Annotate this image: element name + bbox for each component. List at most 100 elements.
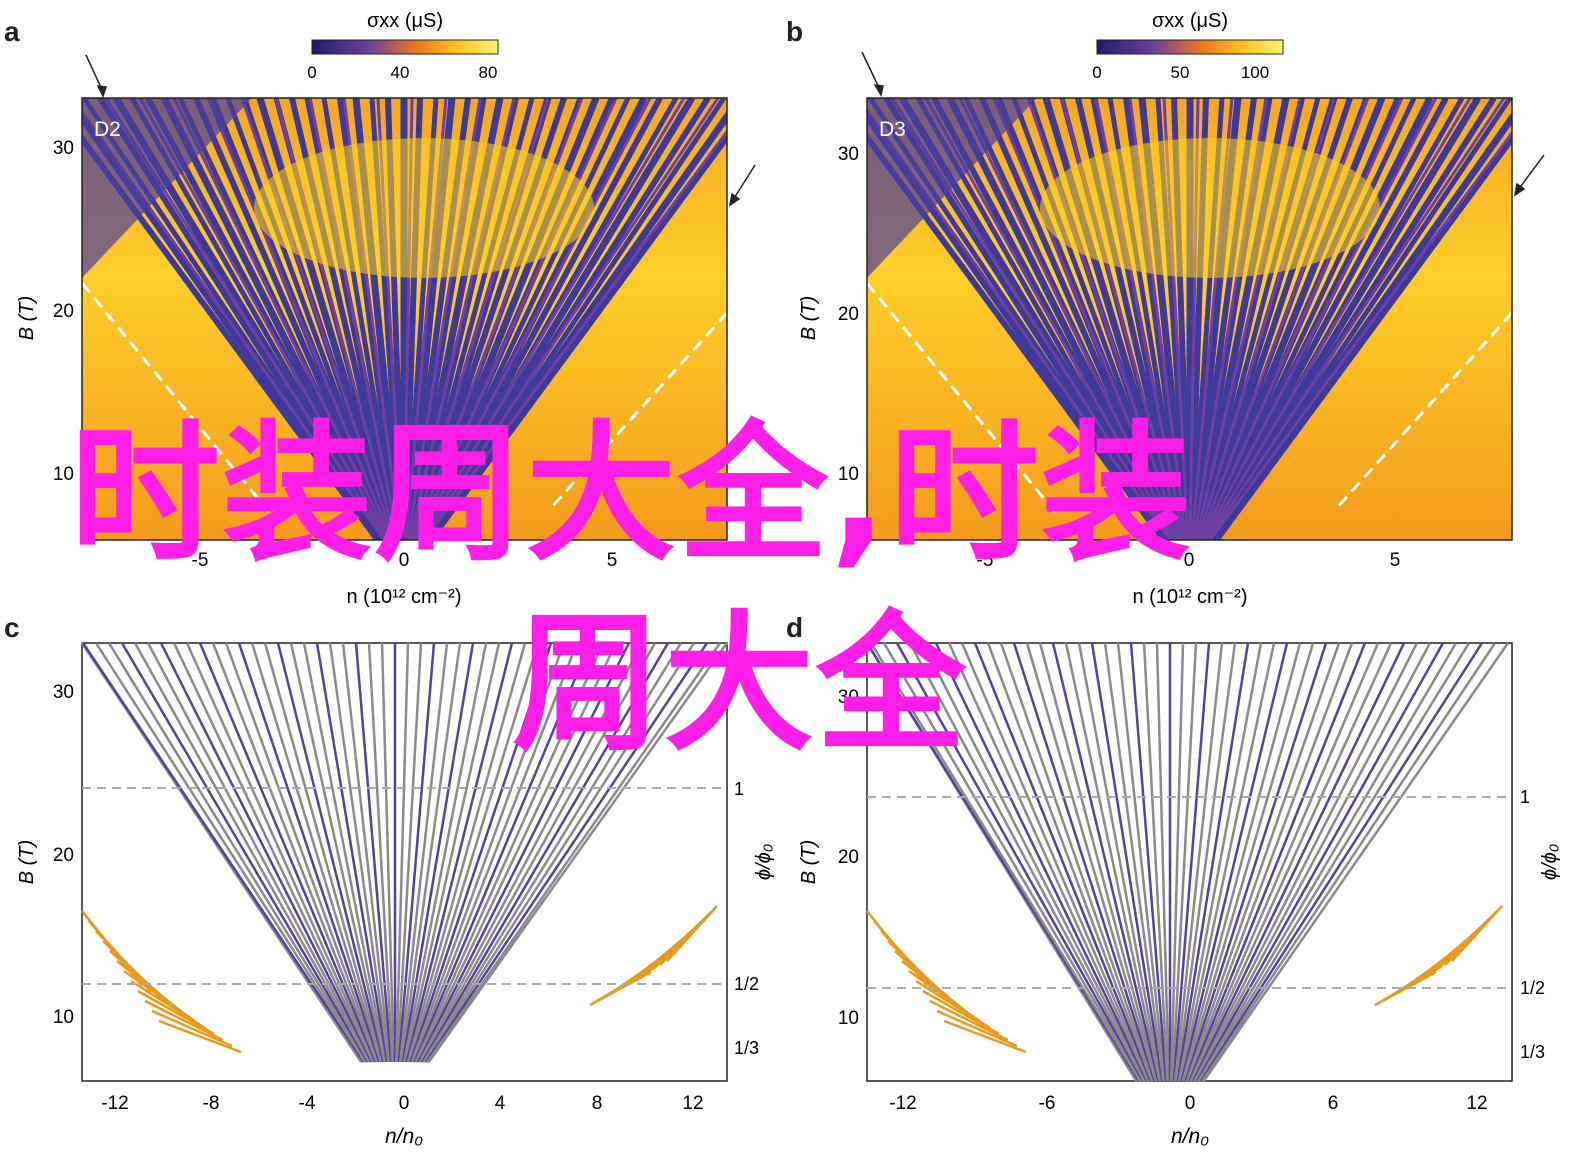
fan-line <box>398 642 449 1063</box>
panel-d-xtick-0: 0 <box>1185 1093 1196 1114</box>
panel-c-ylabel: B (T) <box>16 840 38 884</box>
fan-line <box>276 642 385 1063</box>
fan-line <box>159 642 373 1063</box>
panel-c-ytick-10: 10 <box>53 1007 74 1028</box>
fan-streak <box>1213 133 1512 540</box>
panel-letter-c: c <box>4 612 20 643</box>
panel-c-xtick-m4: -4 <box>299 1093 316 1114</box>
fan-line <box>1180 642 1289 1082</box>
fan-line <box>865 642 1140 1082</box>
panel-c-xtick-12: 12 <box>682 1093 703 1114</box>
fan-streak <box>1210 98 1497 540</box>
fan-line <box>401 642 475 1063</box>
fan-line <box>1202 642 1510 1082</box>
panel-c-rtick-1: 1 <box>734 779 744 799</box>
fan-line <box>1025 642 1157 1082</box>
fan-line <box>1193 642 1419 1082</box>
heat-corner <box>867 98 1037 278</box>
fan-orange-segment <box>936 1009 1018 1048</box>
fan-line <box>999 642 1155 1082</box>
fan-line <box>425 642 709 1063</box>
fan-line <box>380 642 395 1063</box>
fan-streak <box>414 98 618 540</box>
heat-core <box>254 138 594 278</box>
fan-line <box>895 642 1144 1082</box>
fan-line <box>328 642 390 1063</box>
panel-b-xtick-m5: -5 <box>977 550 994 571</box>
panel-d-ytick-20: 20 <box>838 847 859 868</box>
fan-line <box>107 642 368 1063</box>
fan-streak <box>422 129 727 540</box>
fan-line <box>1116 642 1167 1082</box>
panel-letter-b: b <box>786 16 804 47</box>
fan-line <box>934 642 1148 1082</box>
panel-c-ytick-20: 20 <box>53 845 74 866</box>
fan-line <box>921 642 1147 1082</box>
fan-line <box>396 642 423 1063</box>
fan-line <box>419 642 657 1063</box>
fan-line <box>1090 642 1164 1082</box>
fan-line <box>1188 642 1367 1082</box>
fan-line <box>947 642 1150 1082</box>
fan-line <box>81 642 365 1063</box>
fan-line <box>417 642 631 1063</box>
fan-line <box>1185 642 1341 1082</box>
panel-c-xlabel: n/n₀ <box>385 1125 423 1148</box>
fan-streak <box>1206 98 1506 540</box>
fan-line <box>404 642 501 1063</box>
fan-line <box>412 642 579 1063</box>
heat-core <box>1040 138 1380 278</box>
fan-line <box>421 642 670 1063</box>
fan-line <box>120 642 369 1063</box>
panel-d-xtick-m12: -12 <box>889 1093 916 1114</box>
panel-d-xtick-6: 6 <box>1328 1093 1339 1114</box>
fan-line <box>1155 642 1170 1082</box>
panel-d-xtick-12: 12 <box>1466 1093 1487 1114</box>
panel-a-xlabel: n (10¹² cm⁻²) <box>347 586 462 608</box>
fan-line <box>263 642 384 1063</box>
panel-c-xtick-m12: -12 <box>101 1093 128 1114</box>
fan-line <box>973 642 1152 1082</box>
panel-c-ytick-30: 30 <box>53 682 74 703</box>
fan-streak <box>172 98 392 540</box>
fan-line <box>426 642 722 1063</box>
dashed-envelope <box>82 282 271 513</box>
fan-line <box>882 642 1143 1082</box>
fan-line <box>367 642 394 1063</box>
panel-b-ytick-10: 10 <box>838 464 859 485</box>
fan-line <box>1038 642 1159 1082</box>
fan-line <box>423 642 696 1063</box>
dashed-envelope <box>867 282 1057 513</box>
panel-b-ylabel: B (T) <box>798 296 820 340</box>
heat-corner <box>82 98 252 278</box>
fan-line <box>133 642 371 1063</box>
panel-b-xlabel: n (10¹² cm⁻²) <box>1133 586 1248 608</box>
fan-line <box>94 642 367 1063</box>
panel-a-ytick-10: 10 <box>53 464 74 485</box>
fan-streak <box>160 98 390 540</box>
fan-line <box>1012 642 1156 1082</box>
fan-line <box>1173 642 1224 1082</box>
fan-streak <box>424 98 711 540</box>
fan-line <box>1077 642 1163 1082</box>
arrow-marker-a-top <box>85 54 108 98</box>
panel-d-rtick-1: 1 <box>1520 787 1530 807</box>
fan-line <box>1183 642 1315 1082</box>
fan-line <box>1189 642 1380 1082</box>
panel-c-rtick-third: 1/3 <box>734 1038 759 1058</box>
fan-line <box>224 642 380 1063</box>
fan-line <box>395 642 410 1063</box>
fan-line <box>1197 642 1458 1082</box>
fan-line <box>402 642 488 1063</box>
colorbar-a-tick-1: 40 <box>391 63 410 82</box>
panel-letter-a: a <box>4 16 20 47</box>
fan-orange-segment <box>158 1019 242 1054</box>
panel-c-right-label: ϕ/ϕ₀ <box>753 844 775 880</box>
panel-b-tag: D3 <box>879 118 906 141</box>
fan-line <box>413 642 592 1063</box>
panel-b-xtick-0: 0 <box>1184 550 1195 571</box>
fan-orange-segment <box>130 979 206 1030</box>
fan-line <box>1170 642 1185 1082</box>
fan-line <box>408 642 540 1063</box>
fan-orange-segment <box>589 970 652 1007</box>
